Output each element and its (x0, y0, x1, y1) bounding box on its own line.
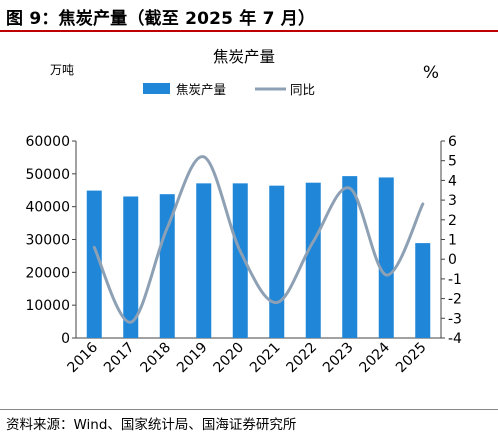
right-tick-label: -4 (448, 331, 462, 347)
source-divider (0, 409, 498, 410)
x-tick-label: 2016 (65, 339, 102, 376)
right-tick-label: 0 (448, 252, 457, 268)
legend-bar-label: 焦炭产量 (176, 82, 226, 97)
legend-line-label: 同比 (290, 82, 315, 97)
left-tick-label: 50000 (25, 167, 70, 183)
legend-bar-swatch (143, 83, 170, 94)
x-tick-label: 2025 (393, 340, 430, 377)
x-tick-label: 2019 (174, 340, 211, 377)
bar-2021 (269, 185, 285, 338)
x-tick-label: 2024 (357, 339, 394, 376)
bar-series (86, 176, 431, 338)
bar-2020 (232, 183, 248, 338)
right-tick-label: 5 (448, 154, 457, 170)
x-tick-label: 2023 (320, 340, 357, 377)
bar-2023 (342, 176, 358, 338)
line-series (92, 155, 425, 324)
bar-2022 (305, 182, 321, 338)
left-tick-label: 20000 (25, 265, 70, 281)
right-tick-label: -2 (448, 292, 462, 308)
right-tick-label: -3 (448, 311, 462, 327)
figure-title: 图 9：焦炭产量（截至 2025 年 7 月） (6, 9, 316, 29)
right-axis-unit: % (423, 63, 439, 83)
bar-2016 (86, 190, 102, 338)
title-divider (0, 30, 498, 32)
x-tick-label: 2018 (138, 340, 175, 377)
bar-2019 (196, 183, 212, 338)
x-tick-label: 2017 (101, 340, 138, 377)
right-tick-label: 1 (448, 233, 457, 249)
right-tick-label: 6 (448, 134, 457, 150)
left-tick-label: 10000 (25, 298, 70, 314)
left-axis-unit: 万吨 (50, 63, 74, 77)
legend: 焦炭产量 同比 (143, 82, 315, 97)
chart-title: 焦炭产量 (213, 48, 275, 66)
bar-2018 (159, 194, 175, 338)
source-note: 资料来源：Wind、国家统计局、国海证券研究所 (6, 417, 297, 433)
bar-2017 (123, 196, 139, 338)
right-tick-label: -1 (448, 272, 462, 288)
right-tick-label: 3 (448, 193, 457, 209)
yoy-line (92, 155, 425, 324)
right-tick-label: 2 (448, 213, 457, 229)
x-tick-label: 2020 (211, 340, 248, 377)
bar-2025 (415, 243, 431, 338)
x-tick-label: 2021 (247, 340, 284, 377)
x-tick-label: 2022 (284, 340, 321, 377)
left-tick-label: 40000 (25, 200, 70, 216)
left-tick-label: 0 (61, 331, 70, 347)
left-tick-label: 60000 (25, 134, 70, 150)
left-tick-label: 30000 (25, 233, 70, 249)
bar-2024 (378, 177, 394, 338)
right-tick-label: 4 (448, 173, 457, 189)
